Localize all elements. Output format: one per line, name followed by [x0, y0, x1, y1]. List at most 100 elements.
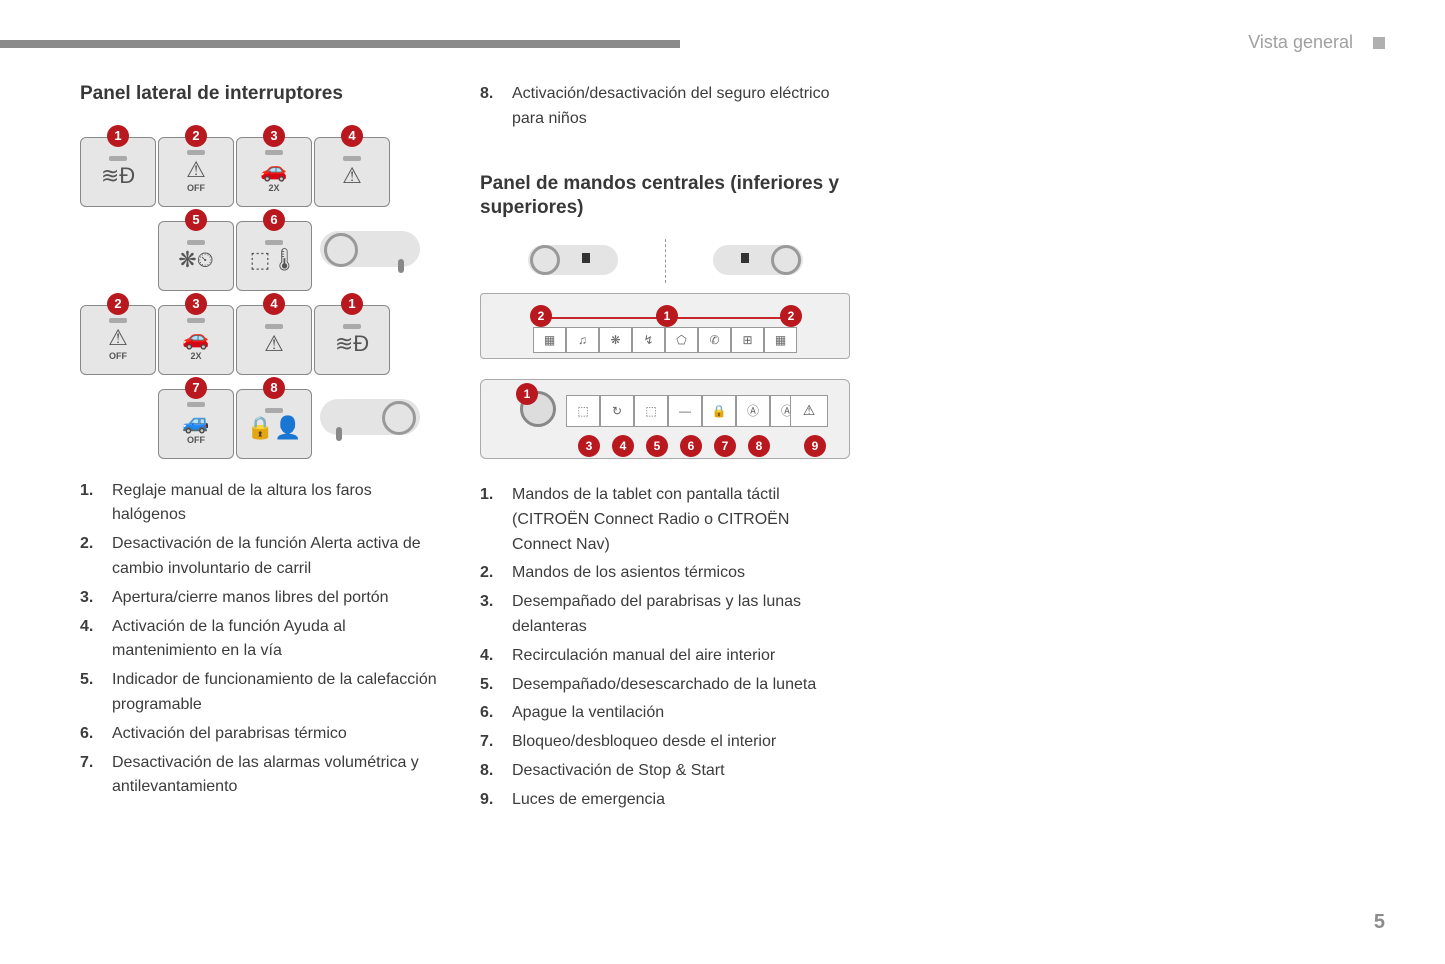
switch-icon: 🚗 [182, 327, 209, 349]
list-item: Activación del parabrisas térmico [112, 722, 440, 747]
number-badge: 1 [516, 383, 538, 405]
list-item: Desempañado/desescarchado de la luneta [512, 673, 840, 698]
switch-icon: ⚠ [186, 159, 206, 181]
number-badge: 8 [748, 435, 770, 457]
content-columns: Panel lateral de interruptores 1≋Đ2⚠OFF3… [80, 82, 840, 817]
steering-indicator-icon [320, 399, 420, 435]
list-item: Activación de la función Ayuda al manten… [112, 615, 440, 665]
section-label: Vista general [1248, 32, 1353, 53]
center-panel-figure: ▦♫❋↯⬠✆⊞▦ ⬚↻⬚—🔒ⒶⒶ ⚠ 21213456789 [480, 239, 850, 469]
number-badge: 2 [107, 293, 129, 315]
panel-button-icon: ⬚ [634, 395, 668, 427]
switch-sublabel: OFF [187, 183, 205, 193]
switch-icon: ⬚🌡 [250, 249, 299, 271]
panel-button-icon: ⬚ [566, 395, 600, 427]
switch-sublabel: 2X [190, 351, 201, 361]
right-list: Mandos de la tablet con pantalla táctil … [480, 483, 840, 813]
list-item: Apague la ventilación [512, 701, 840, 726]
left-list: Reglaje manual de la altura los faros ha… [80, 479, 440, 801]
list-item: Desactivación de las alarmas volumétrica… [112, 751, 440, 801]
list-item: Desactivación de la función Alerta activ… [112, 532, 440, 582]
panel-button-icon: ⊞ [731, 327, 764, 353]
upper-button-row: ▦♫❋↯⬠✆⊞▦ [533, 327, 797, 353]
number-badge: 3 [185, 293, 207, 315]
number-badge: 2 [530, 305, 552, 327]
switch-icon: ⚠ [342, 165, 362, 187]
switch-button: 1 ≋Đ [80, 125, 156, 207]
panel-button-icon: ▦ [533, 327, 566, 353]
switch-button: 2 ⚠ OFF [80, 293, 156, 375]
switch-face: 🔒👤 [236, 389, 312, 459]
switch-panel-figure: 1≋Đ2⚠OFF3🚗2X4⚠5❋⏲6⬚🌡2⚠OFF3🚗2X4⚠1≋Đ7🚙OFF8… [80, 125, 440, 459]
list-item: Desempañado del parabrisas y las lunas d… [512, 590, 840, 640]
switch-icon: 🔒👤 [247, 417, 302, 439]
panel-button-icon: Ⓐ [736, 395, 770, 427]
switch-sublabel: OFF [187, 435, 205, 445]
list-item: Recirculación manual del aire interior [512, 644, 840, 669]
list-item: Desactivación de Stop & Start [512, 759, 840, 784]
switch-icon: ⚠ [264, 333, 284, 355]
list-item: Reglaje manual de la altura los faros ha… [112, 479, 440, 529]
switch-button: 4⚠ [314, 125, 390, 207]
panel-button-icon: — [668, 395, 702, 427]
number-badge: 6 [263, 209, 285, 231]
steering-pair [480, 245, 850, 275]
switch-face: ⚠ OFF [80, 305, 156, 375]
list-item: Apertura/cierre manos libres del portón [112, 586, 440, 611]
switch-icon: 🚙 [182, 411, 209, 433]
switch-face: 🚗 2X [236, 137, 312, 207]
list-item: Mandos de la tablet con pantalla táctil … [512, 483, 840, 557]
panel-button-icon: ♫ [566, 327, 599, 353]
panel-button-icon: ▦ [764, 327, 797, 353]
switch-button: 8 🔒👤 [236, 377, 312, 459]
switch-icon: ≋Đ [101, 165, 135, 187]
switch-button: 5 ❋⏲ [158, 209, 234, 291]
number-badge: 2 [185, 125, 207, 147]
switch-button: 6 ⬚🌡 [236, 209, 312, 291]
number-badge: 5 [646, 435, 668, 457]
list-item: Indicador de funcionamiento de la calefa… [112, 668, 440, 718]
panel-button-icon: ↻ [600, 395, 634, 427]
panel-button-icon: ❋ [599, 327, 632, 353]
right-title: Panel de mandos centrales (inferiores y … [480, 172, 840, 221]
number-badge: 4 [341, 125, 363, 147]
switch-icon: ❋⏲ [178, 249, 214, 271]
switch-face: ≋Đ [80, 137, 156, 207]
panel-button-icon: ↯ [632, 327, 665, 353]
number-badge: 7 [185, 377, 207, 399]
steering-left-icon [528, 245, 618, 275]
hazard-button-icon: ⚠ [790, 395, 828, 427]
switch-face: ❋⏲ [158, 221, 234, 291]
number-badge: 9 [804, 435, 826, 457]
list-item: Bloqueo/desbloqueo desde el interior [512, 730, 840, 755]
number-badge: 5 [185, 209, 207, 231]
panel-button-icon: ⬠ [665, 327, 698, 353]
number-badge: 8 [263, 377, 285, 399]
number-badge: 1 [107, 125, 129, 147]
left-title: Panel lateral de interruptores [80, 82, 440, 107]
switch-face: ⚠ [314, 137, 390, 207]
steering-right-icon [713, 245, 803, 275]
header-section: Vista general [1248, 32, 1385, 53]
number-badge: 3 [578, 435, 600, 457]
switch-button: 1≋Đ [314, 293, 390, 375]
switch-button: 7 🚙 OFF [158, 377, 234, 459]
number-badge: 4 [263, 293, 285, 315]
switch-face: 🚗 2X [158, 305, 234, 375]
switch-icon: ⚠ [108, 327, 128, 349]
switch-sublabel: 2X [268, 183, 279, 193]
switch-sublabel: OFF [109, 351, 127, 361]
list-item: Mandos de los asientos térmicos [512, 561, 840, 586]
switch-face: ⚠ [236, 305, 312, 375]
list-item: Activación/desactivación del seguro eléc… [512, 82, 840, 132]
switch-face: ≋Đ [314, 305, 390, 375]
right-cont-list: Activación/desactivación del seguro eléc… [480, 82, 840, 132]
right-column: Activación/desactivación del seguro eléc… [480, 82, 840, 817]
switch-button: 3🚗2X [236, 125, 312, 207]
number-badge: 1 [341, 293, 363, 315]
switch-icon: 🚗 [260, 159, 287, 181]
switch-button: 2 ⚠ OFF [158, 125, 234, 207]
left-column: Panel lateral de interruptores 1≋Đ2⚠OFF3… [80, 82, 440, 817]
panel-button-icon: 🔒 [702, 395, 736, 427]
page-number: 5 [1374, 911, 1385, 934]
